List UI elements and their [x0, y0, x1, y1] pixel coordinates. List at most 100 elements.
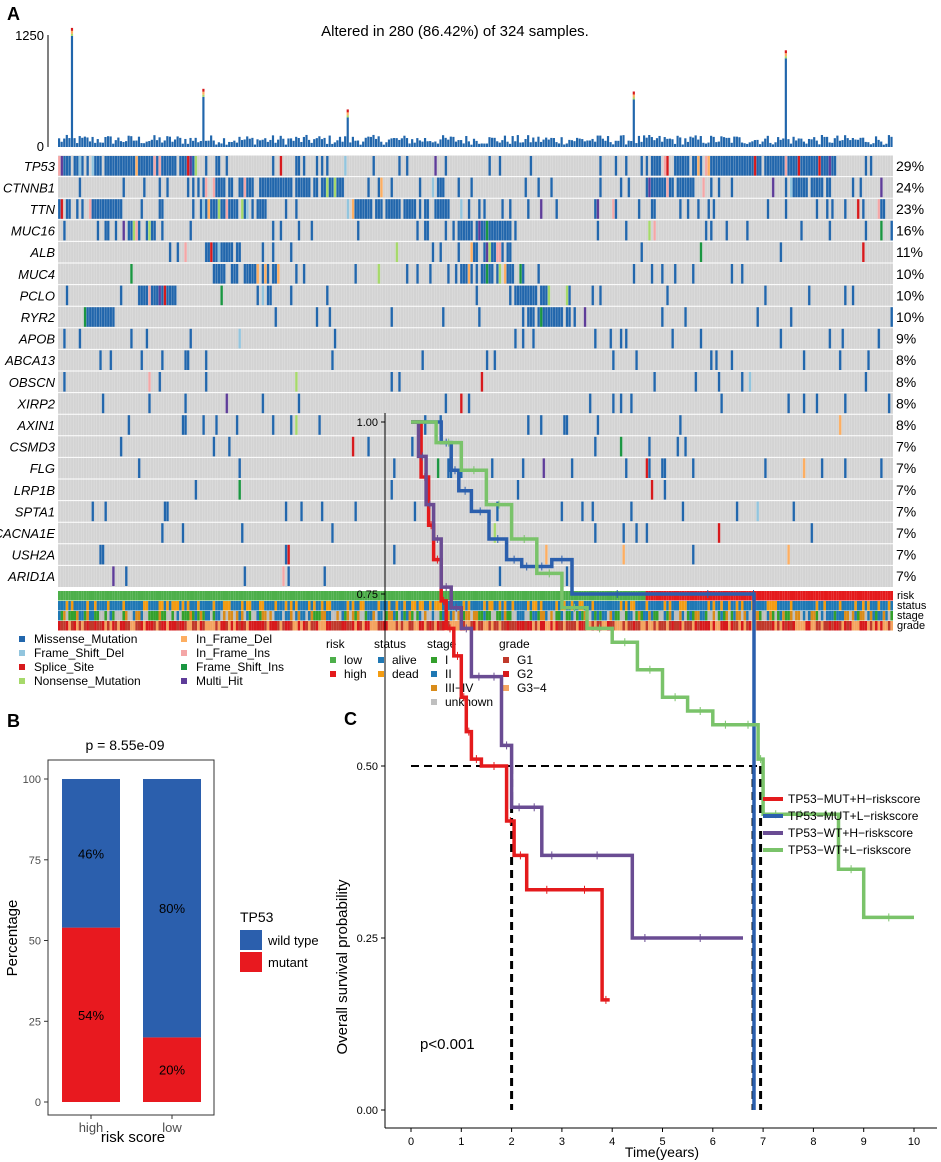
mutation-cell: [243, 566, 247, 586]
mutation-cell: [787, 544, 790, 565]
stage-cell: [135, 611, 138, 621]
risk-cell: [398, 591, 401, 601]
gene-percent: 8%: [896, 417, 916, 433]
status-cell: [119, 601, 123, 611]
mutation-cell: [106, 220, 110, 241]
risk-cell: [416, 591, 419, 601]
grade-cell: [766, 621, 770, 631]
tmb-bar: [398, 139, 401, 147]
status-cell: [645, 601, 649, 611]
mutation-cell: [882, 199, 886, 219]
tmb-bar: [761, 141, 764, 147]
risk-cell: [792, 591, 796, 601]
mutation-cell: [215, 242, 218, 262]
stage-cell: [362, 611, 365, 621]
legend-swatch: [330, 671, 336, 677]
stage-cell: [475, 611, 479, 621]
mutation-cell: [645, 177, 649, 198]
tmb-bar: [403, 135, 406, 147]
risk-cell: [320, 591, 324, 601]
mutation-cell: [851, 177, 855, 198]
stage-cell: [429, 611, 432, 621]
stage-cell: [539, 611, 543, 621]
status-cell: [612, 601, 615, 611]
status-cell: [462, 601, 466, 611]
stage-cell: [653, 611, 656, 621]
status-cell: [295, 601, 298, 611]
mutation-cell: [467, 199, 471, 219]
tmb-bar: [710, 135, 713, 147]
grade-cell: [712, 621, 716, 631]
status-cell: [532, 601, 535, 611]
tmb-bar: [99, 142, 102, 147]
mutation-cell: [235, 242, 239, 262]
tmb-bar: [568, 139, 571, 147]
status-cell: [516, 601, 520, 611]
mutation-cell: [289, 177, 293, 198]
mutation-cell: [619, 393, 623, 414]
status-cell: [385, 601, 388, 611]
tmb-bar: [452, 136, 455, 147]
stage-cell: [560, 611, 564, 621]
grade-cell: [658, 621, 662, 631]
status-cell: [155, 601, 159, 611]
tmb-bar: [557, 143, 561, 147]
tmb-bar: [594, 141, 597, 147]
mutation-cell: [807, 285, 811, 306]
gene-percent: 7%: [896, 482, 916, 498]
stage-cell: [179, 611, 182, 621]
grade-cell: [454, 621, 458, 631]
grade-cell: [58, 621, 61, 631]
tmb-bar: [774, 142, 777, 147]
status-cell: [779, 601, 783, 611]
mutation-cell: [800, 177, 803, 198]
top-bar-chart: [58, 27, 893, 147]
tmb-bar: [882, 144, 885, 147]
grade-cell: [132, 621, 136, 631]
risk-cell: [240, 591, 244, 601]
status-cell: [856, 601, 860, 611]
mutation-cell: [521, 264, 525, 284]
stage-cell: [880, 611, 883, 621]
status-cell: [140, 601, 144, 611]
mutation-cell: [470, 177, 473, 198]
mutation-cell: [143, 156, 146, 176]
grade-cell: [529, 621, 533, 631]
risk-cell: [104, 591, 107, 601]
tmb-bar: [545, 137, 548, 147]
grade-cell: [483, 621, 486, 631]
mutation-cell: [864, 372, 868, 392]
risk-cell: [323, 591, 327, 601]
status-cell: [691, 601, 695, 611]
gene-percent: 7%: [896, 439, 916, 455]
grade-cell: [740, 621, 744, 631]
mutation-cell: [168, 156, 172, 176]
mutation-cell: [222, 199, 226, 219]
tmb-bar: [771, 144, 775, 147]
status-cell: [173, 601, 177, 611]
risk-cell: [135, 591, 138, 601]
mutation-cell: [457, 242, 461, 262]
tmb-bar: [480, 143, 483, 147]
mutation-cell: [140, 156, 144, 176]
mutation-cell: [485, 264, 489, 284]
tmb-bar: [233, 140, 236, 147]
risk-cell: [230, 591, 234, 601]
tmb-bar: [421, 141, 424, 147]
mutation-cell: [509, 242, 512, 262]
grade-cell: [635, 621, 638, 631]
status-cell: [740, 601, 744, 611]
stage-cell: [480, 611, 484, 621]
risk-cell: [498, 591, 502, 601]
grade-cell: [594, 621, 597, 631]
stage-cell: [344, 611, 347, 621]
status-cell: [689, 601, 692, 611]
mutation-cell: [390, 307, 394, 327]
risk-cell: [761, 591, 765, 601]
mutation-cell: [246, 199, 249, 219]
tmb-bar: [297, 138, 300, 147]
tmb-bar: [310, 142, 313, 147]
stage-cell: [810, 611, 814, 621]
mutation-cell: [784, 156, 788, 176]
stage-cell: [601, 611, 605, 621]
